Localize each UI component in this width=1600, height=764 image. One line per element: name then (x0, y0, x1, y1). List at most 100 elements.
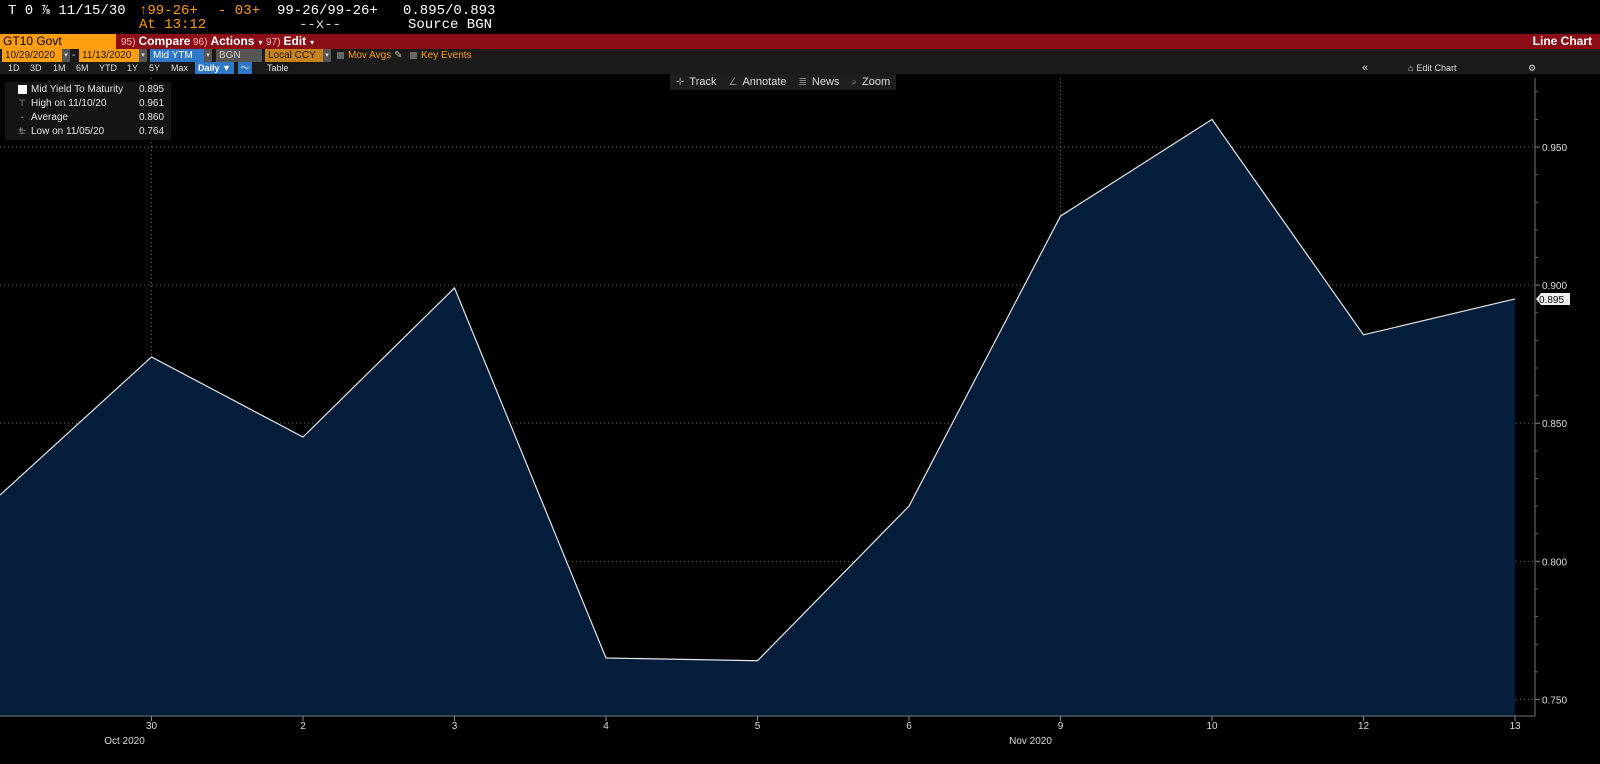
range-max[interactable]: Max (171, 63, 189, 73)
gear-icon[interactable]: ⚙ (1528, 63, 1537, 73)
last-value-badge (1536, 292, 1570, 305)
x-tick-label: 6 (906, 721, 912, 732)
y-tick-label: 0.800 (1542, 557, 1567, 568)
quote-size: --x-- (299, 17, 342, 33)
chart-legend[interactable]: Mid Yield To Maturity 0.895 ⊤ High on 11… (5, 82, 171, 140)
actions-menu-number: 96) (193, 37, 208, 48)
low-marker-icon: ⊥ (18, 126, 26, 136)
settings-row: 10/29/2020 ▾ - 11/13/2020 ▾ Mid YTM ▾ BG… (0, 49, 1600, 62)
currency-dropdown-icon[interactable]: ▾ (323, 49, 331, 62)
field-select[interactable]: Mid YTM (150, 49, 204, 62)
track-label: Track (689, 76, 717, 88)
actions-menu[interactable]: 96) Actions ▾ (193, 34, 262, 49)
frequency-label: Daily (198, 63, 220, 73)
series-swatch-icon (18, 85, 27, 94)
range-6m[interactable]: 6M (76, 63, 89, 73)
key-events-label: Key Events (421, 50, 472, 61)
pricing-source-input[interactable]: BGN (216, 49, 262, 62)
edit-chart-label: Edit Chart (1416, 63, 1457, 73)
x-group-label: Nov 2020 (1009, 736, 1052, 747)
x-tick-label: 4 (603, 721, 609, 732)
edit-menu[interactable]: 97) Edit ▾ (266, 34, 314, 49)
yield-bid-ask: 0.895/0.893 (403, 3, 496, 19)
legend-row-high: ⊤ High on 11/10/20 0.961 (5, 97, 171, 110)
chevron-down-icon: ▼ (222, 63, 231, 73)
magnifier-icon: ⌕ (851, 77, 858, 88)
checkbox-icon (410, 52, 417, 59)
legend-label: Average (31, 112, 69, 123)
news-label: News (811, 76, 840, 88)
security-field[interactable]: GT10 Govt (0, 34, 116, 49)
range-1m[interactable]: 1M (53, 63, 66, 73)
x-tick-label: 5 (755, 721, 761, 732)
edit-chart-icon: ⌂ (1408, 63, 1414, 73)
compare-menu-label: Compare (138, 34, 191, 48)
legend-value: 0.895 (139, 84, 165, 95)
x-tick-label: 10 (1206, 721, 1218, 732)
last-value-marker: 0.895 (1536, 292, 1570, 306)
legend-label: Low on 11/05/20 (31, 126, 105, 137)
annotate-label: Annotate (742, 76, 787, 88)
series-line[interactable] (0, 118, 1516, 662)
annotate-button[interactable]: ∠ Annotate (722, 74, 792, 90)
y-axis-ticks: 0.750 0.800 0.850 0.900 0.950 (1535, 91, 1567, 706)
quote-source: Source BGN (408, 17, 493, 33)
quote-time: At 13:12 (139, 17, 207, 33)
legend-value: 0.860 (139, 112, 165, 123)
last-value-label: 0.895 (1539, 295, 1564, 306)
legend-label: Mid Yield To Maturity (31, 84, 124, 95)
news-button[interactable]: ≣ News (793, 74, 846, 90)
quote-line: T 0 ⅞ 11/15/30 ↑99-26+ - 03+ 99-26/99-26… (0, 0, 1600, 34)
table-view-button[interactable]: Table (267, 63, 289, 73)
range-5y[interactable]: 5Y (149, 63, 161, 73)
range-1d[interactable]: 1D (8, 63, 20, 73)
y-tick-label: 0.750 (1542, 695, 1567, 706)
collapse-icon[interactable]: « (1362, 62, 1369, 74)
line-chart-icon[interactable]: 〜 (238, 62, 252, 74)
end-date-dropdown-icon[interactable]: ▾ (139, 49, 147, 62)
edit-menu-number: 97) (266, 37, 281, 48)
mov-avgs-checkbox[interactable]: Mov Avgs ✎ (337, 49, 403, 62)
bid-ask-price: 99-26/99-26+ (277, 3, 378, 19)
currency-select[interactable]: Local CCY (265, 49, 323, 62)
annotate-icon: ∠ (728, 77, 738, 88)
start-date-dropdown-icon[interactable]: ▾ (62, 49, 70, 62)
chart-toolbar: ✛ Track ∠ Annotate ≣ News ⌕ Zoom (670, 74, 897, 90)
x-tick-label: 3 (452, 721, 458, 732)
end-date-input[interactable]: 11/13/2020 (79, 49, 139, 62)
compare-menu[interactable]: 95) Compare (121, 34, 190, 49)
actions-menu-label: Actions (210, 34, 255, 48)
frequency-select[interactable]: Daily ▼ (195, 62, 234, 74)
field-dropdown-icon[interactable]: ▾ (204, 49, 212, 62)
x-group-label: Oct 2020 (104, 736, 145, 747)
edit-chart-button[interactable]: ⌂ Edit Chart (1408, 62, 1456, 74)
zoom-button[interactable]: ⌕ Zoom (845, 74, 896, 90)
range-ytd[interactable]: YTD (99, 63, 117, 73)
chart-type-label: Line Chart (1532, 34, 1592, 48)
legend-value: 0.961 (139, 98, 165, 109)
chevron-down-icon: ▾ (258, 38, 263, 47)
range-1y[interactable]: 1Y (127, 63, 139, 73)
x-tick-label: 30 (146, 721, 158, 732)
key-events-checkbox[interactable]: Key Events (410, 49, 472, 62)
last-price: ↑99-26+ (139, 3, 198, 19)
average-marker-icon: -+- (17, 112, 27, 135)
high-marker-icon: ⊤ (18, 98, 26, 108)
compare-menu-number: 95) (121, 37, 136, 48)
title-bar: GT10 Govt 95) Compare 96) Actions ▾ 97) Edit… (0, 34, 1600, 49)
legend-label: High on 11/10/20 (31, 98, 107, 109)
start-date-input[interactable]: 10/29/2020 (2, 49, 62, 62)
range-3d[interactable]: 3D (30, 63, 42, 73)
series-area-fill (0, 119, 1515, 716)
zoom-label: Zoom (862, 76, 891, 88)
legend-row-mid-ytm: Mid Yield To Maturity 0.895 (5, 83, 171, 96)
price-change: - 03+ (218, 3, 261, 19)
x-tick-label: 12 (1358, 721, 1370, 732)
x-tick-label: 2 (300, 721, 306, 732)
track-button[interactable]: ✛ Track (670, 74, 722, 90)
crosshair-icon: ✛ (676, 77, 685, 88)
x-tick-label: 9 (1058, 721, 1064, 732)
date-separator: - (72, 50, 76, 61)
legend-value: 0.764 (139, 126, 165, 137)
